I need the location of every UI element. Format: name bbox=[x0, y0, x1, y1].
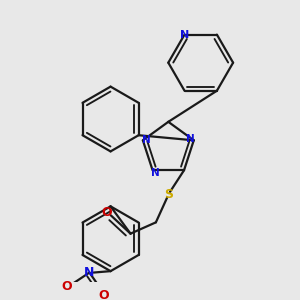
Text: N: N bbox=[151, 168, 160, 178]
Text: N: N bbox=[180, 30, 189, 40]
Text: O: O bbox=[101, 206, 112, 219]
Text: O: O bbox=[98, 289, 109, 300]
Text: N: N bbox=[142, 135, 151, 145]
Text: N: N bbox=[84, 266, 94, 279]
Text: S: S bbox=[164, 188, 173, 201]
Text: N: N bbox=[186, 134, 195, 144]
Text: O: O bbox=[61, 280, 72, 293]
